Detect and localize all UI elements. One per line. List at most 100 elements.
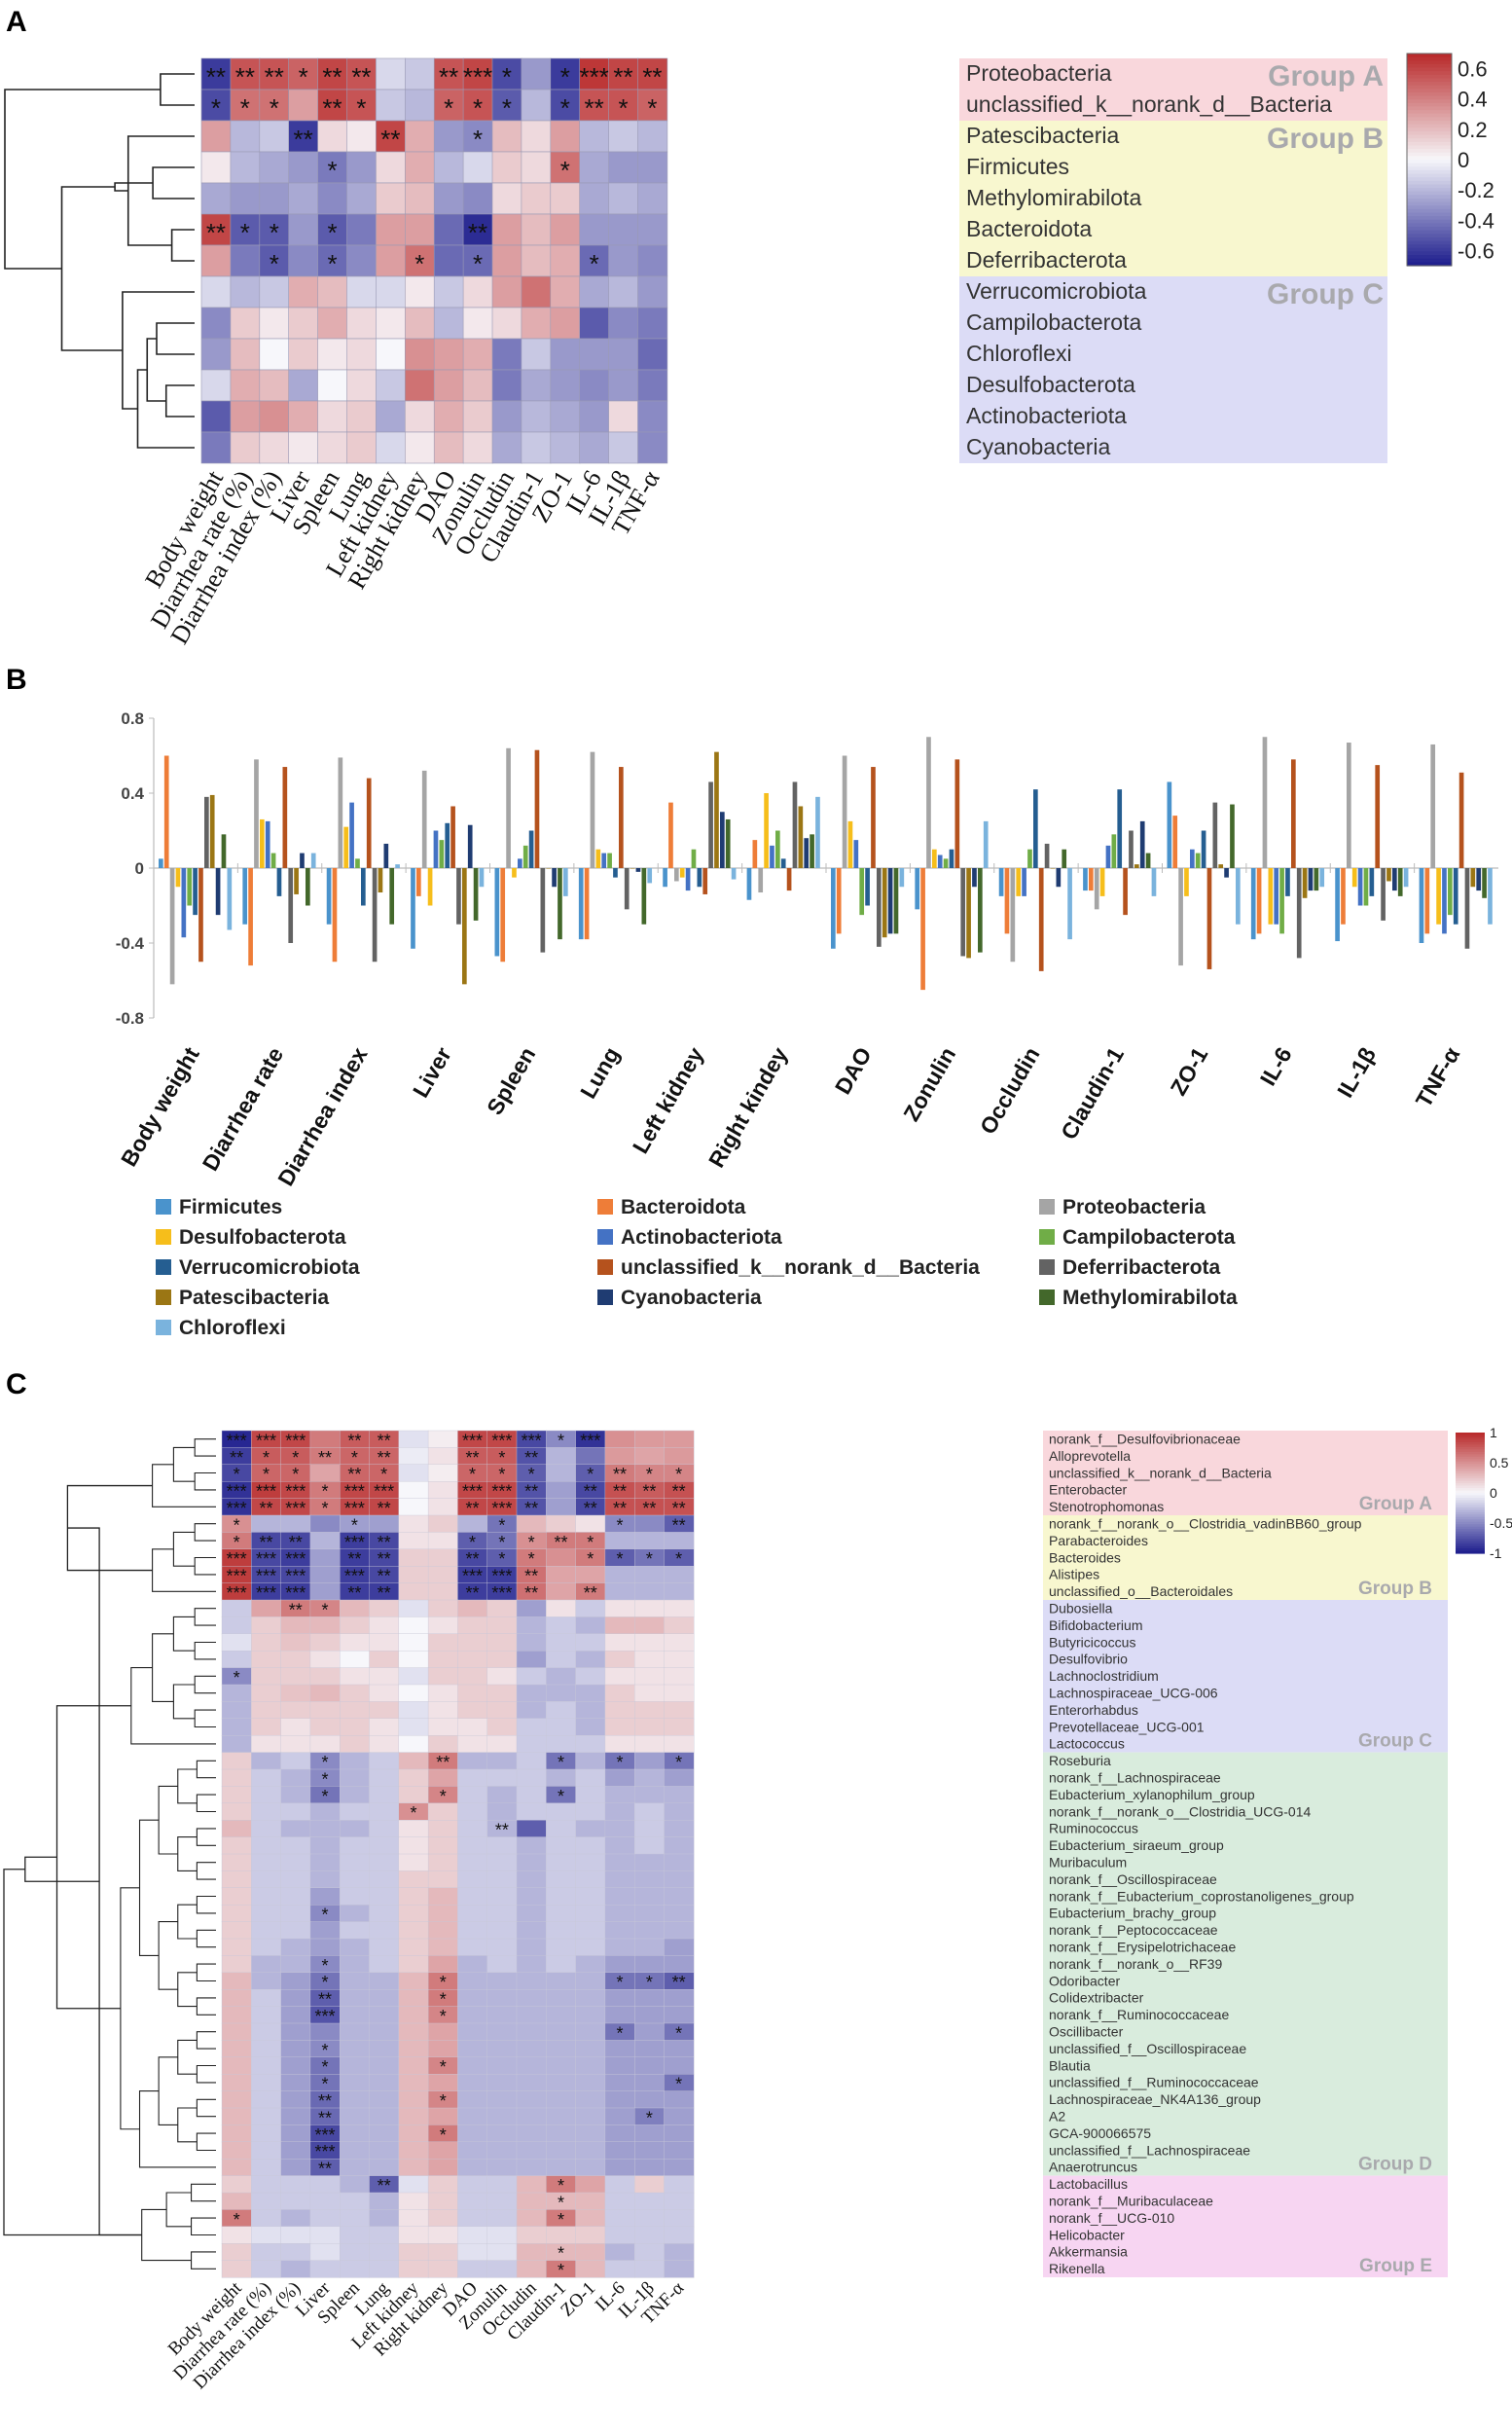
panel-c-cell: [221, 1599, 252, 1617]
panel-c-cell: [634, 1650, 666, 1669]
panel-a-group-label-group-b: Group B: [1267, 123, 1384, 155]
panel-c-significance: ***: [285, 1431, 306, 1450]
panel-b-bar-verrucomicrobiota: [949, 849, 954, 868]
panel-b-bar-unclassified-k-norank-d-bacteria: [786, 868, 792, 891]
panel-a-colorbar-segment: [1407, 258, 1452, 263]
panel-b-bar-unclassified-k-norank-d-bacteria: [534, 749, 540, 868]
panel-c-cell: [427, 1616, 459, 1635]
panel-a-cell: [521, 57, 552, 91]
panel-b-bar-desulfobacterota: [1016, 868, 1022, 896]
panel-c-cell: [516, 2006, 547, 2024]
panel-b-bar-methylomirabilota: [389, 868, 395, 925]
panel-c-cell: [398, 1819, 429, 1838]
panel-c-significance: ***: [227, 1583, 247, 1603]
panel-c-cell: [486, 2073, 518, 2092]
panel-c-cell: [251, 2242, 282, 2262]
panel-c-cell: [309, 2022, 341, 2041]
panel-a-cell: [637, 57, 668, 91]
panel-c-colorbar-segment: [1456, 1516, 1485, 1520]
panel-c-cell: [486, 1887, 518, 1906]
panel-c-significance: **: [613, 1499, 627, 1518]
panel-a-colorbar-tick: 0.6: [1458, 57, 1488, 82]
panel-c-cell: [427, 2226, 459, 2244]
panel-b-bar-cyanobacteria: [1476, 868, 1482, 891]
panel-c-cell: [457, 1599, 488, 1617]
panel-c-cell: [604, 1734, 635, 1754]
panel-c-cell: [309, 1548, 341, 1567]
panel-b-bar-unclassified-k-norank-d-bacteria: [1291, 759, 1296, 868]
panel-c-cell: [664, 1836, 695, 1855]
panel-b-bar-verrucomicrobiota: [1369, 868, 1375, 896]
panel-c-cell: [427, 2073, 459, 2092]
panel-c-cell: [575, 1565, 606, 1584]
panel-c-cell: [604, 1938, 635, 1956]
panel-c-cell: [604, 1718, 635, 1736]
panel-a-cell: [230, 400, 261, 433]
panel-c-cell: [575, 1752, 606, 1770]
panel-a-significance: *: [327, 156, 337, 185]
panel-c-cell: [546, 1972, 577, 1990]
panel-c-cell: [369, 1904, 400, 1923]
panel-c-significance: *: [587, 1465, 594, 1484]
panel-c-significance: ***: [522, 1431, 542, 1450]
panel-b-bar-bacteroidota: [248, 868, 253, 966]
panel-c-significance: *: [322, 1956, 329, 1976]
panel-c-significance: **: [289, 1600, 303, 1619]
panel-b-legend-swatch-proteobacteria: [1039, 1199, 1055, 1215]
panel-c-cell: [369, 2141, 400, 2160]
panel-c-cell: [340, 1752, 371, 1770]
panel-c-cell: [427, 1921, 459, 1940]
panel-a-cell: [200, 182, 232, 215]
panel-c-significance: ***: [315, 2142, 336, 2161]
panel-c-dendrogram-branch: [196, 2064, 216, 2084]
panel-c-colorbar-tick: 0.5: [1490, 1455, 1509, 1471]
panel-c-cell: [486, 1938, 518, 1956]
panel-c-significance: *: [558, 2193, 564, 2212]
panel-c-significance: **: [318, 1448, 332, 1468]
panel-b-category-label-lung: Lung: [575, 1043, 625, 1104]
panel-c-cell: [369, 1836, 400, 1855]
panel-c-cell: [634, 2090, 666, 2109]
panel-c-cell: [664, 1650, 695, 1669]
panel-a-significance: *: [270, 93, 279, 123]
panel-c-cell: [486, 1853, 518, 1871]
panel-a-colorbar-segment: [1407, 188, 1452, 193]
panel-c-cell: [398, 2040, 429, 2058]
panel-b-bar-cyanobacteria: [215, 868, 221, 916]
panel-c-dendrogram-branch: [194, 1709, 216, 1728]
panel-c-cell: [369, 2209, 400, 2228]
panel-a-significance: *: [299, 62, 308, 91]
panel-b-bar-firmicutes: [159, 858, 163, 868]
panel-c-row-label-gca-900066575: GCA-900066575: [1049, 2125, 1151, 2141]
panel-a-group-bg-2: [959, 121, 1387, 276]
panel-c-cell: [398, 2141, 429, 2160]
panel-c-cell: [457, 2192, 488, 2210]
panel-b-bar-patescibacteria: [546, 868, 552, 869]
panel-c-cell: [280, 1650, 311, 1669]
panel-a-cell: [288, 151, 319, 184]
panel-a-cell: [376, 369, 407, 402]
panel-c-cell: [221, 2242, 252, 2262]
panel-b-bar-desulfobacterota: [175, 868, 181, 888]
panel-a-cell: [579, 431, 610, 464]
panel-c-significance: **: [378, 1567, 391, 1586]
panel-a-cell: [550, 431, 581, 464]
panel-c-cell: [340, 1786, 371, 1804]
panel-c-group-bg-3: [1043, 1600, 1448, 1753]
panel-a-cell: [608, 151, 639, 184]
panel-c-significance: *: [587, 1549, 594, 1569]
panel-c-cell: [398, 2090, 429, 2109]
panel-c-colorbar-segment: [1456, 1497, 1485, 1502]
panel-c-cell: [221, 2073, 252, 2092]
panel-a-cell: [288, 307, 319, 340]
panel-c-cell: [457, 1921, 488, 1940]
panel-c-cell: [427, 1887, 459, 1906]
panel-c-dendrogram-branch: [152, 1548, 216, 1592]
panel-c-cell: [427, 1430, 459, 1448]
panel-c-row-label-lachnospiraceae-ucg-006: Lachnospiraceae_UCG-006: [1049, 1686, 1218, 1701]
panel-c-significance: *: [234, 2210, 240, 2230]
panel-c-cell: [369, 1514, 400, 1533]
panel-c-cell: [309, 1464, 341, 1482]
panel-b-bar-chloroflexi: [1403, 868, 1409, 888]
panel-c-cell: [340, 1599, 371, 1617]
